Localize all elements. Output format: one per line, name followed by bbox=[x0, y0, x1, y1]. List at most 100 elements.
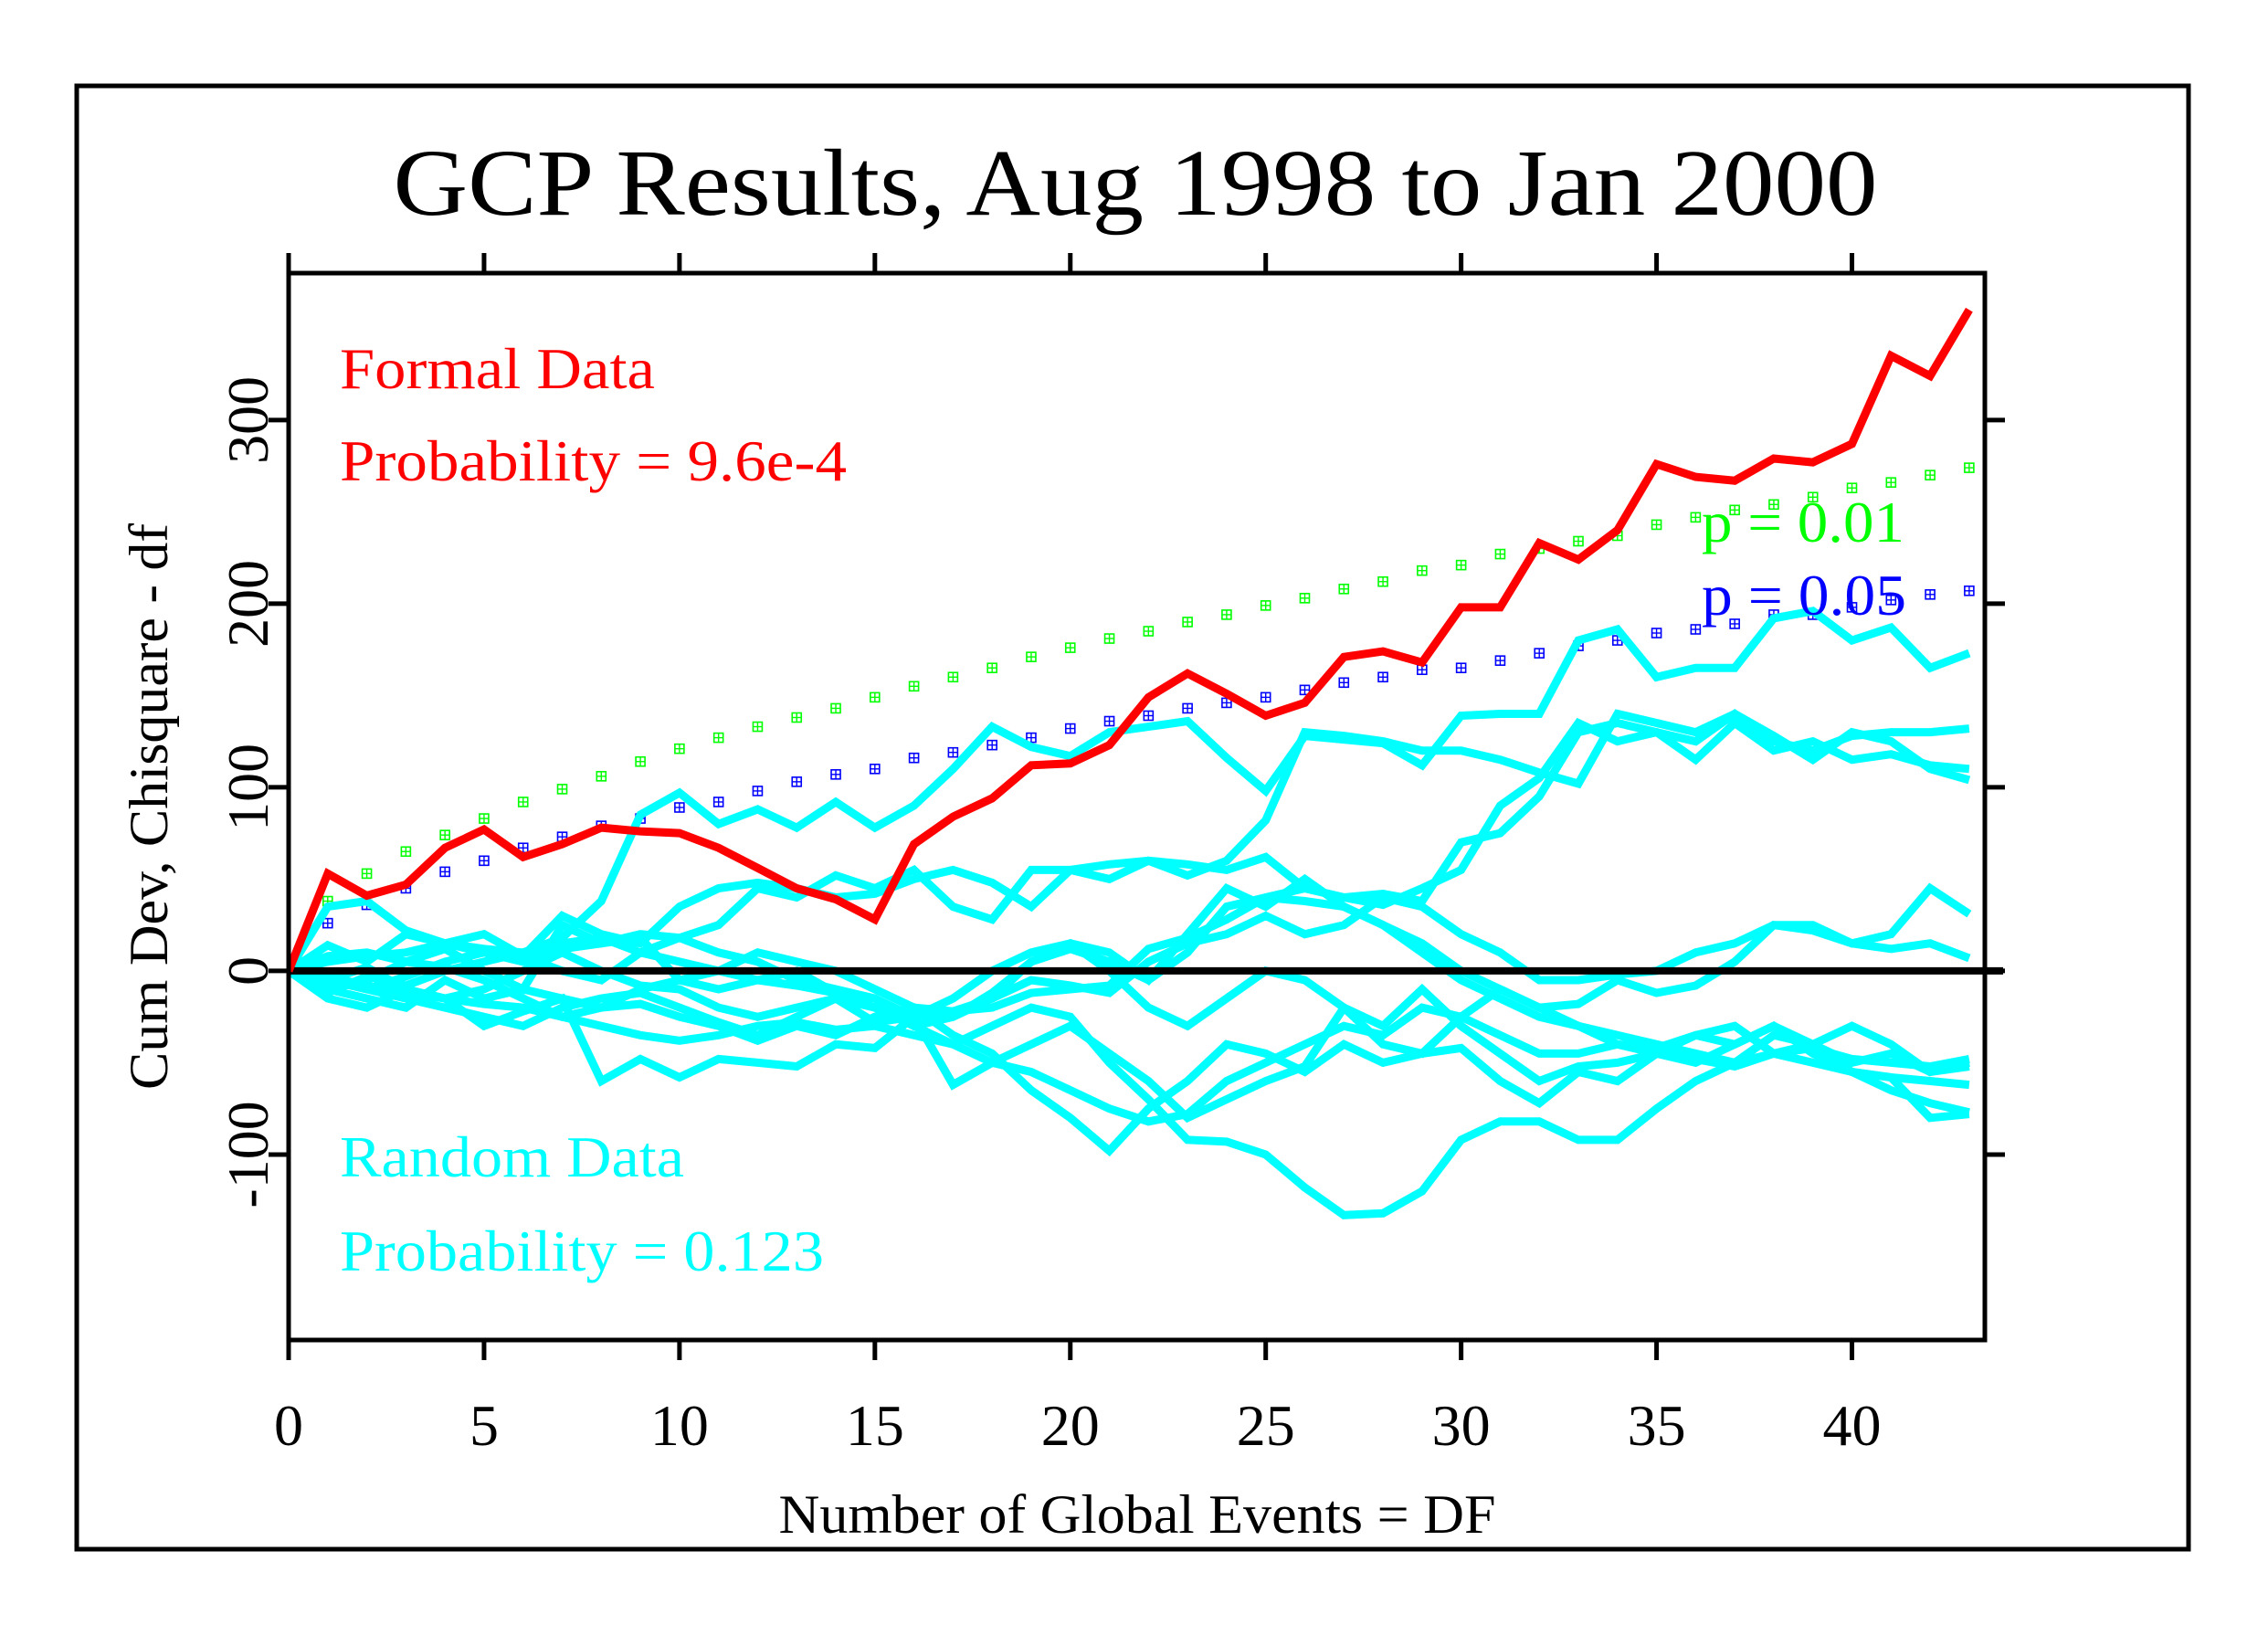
threshold-marker bbox=[870, 691, 881, 703]
threshold-marker bbox=[322, 917, 333, 929]
threshold-marker bbox=[1260, 691, 1271, 703]
threshold-marker bbox=[1964, 462, 1975, 473]
threshold-marker bbox=[556, 784, 568, 795]
threshold-marker bbox=[1768, 499, 1779, 511]
x-tick-label: 0 bbox=[274, 1393, 303, 1458]
threshold-marker bbox=[1299, 593, 1311, 604]
x-tick-label: 15 bbox=[846, 1393, 904, 1458]
p001-label: p = 0.01 bbox=[1702, 490, 1904, 554]
threshold-marker bbox=[830, 769, 841, 780]
threshold-marker bbox=[1729, 504, 1740, 516]
threshold-marker bbox=[986, 739, 997, 751]
threshold-marker bbox=[439, 829, 450, 840]
threshold-marker bbox=[1299, 684, 1311, 696]
chart-title: GCP Results, Aug 1998 to Jan 2000 bbox=[394, 131, 1878, 236]
threshold-marker bbox=[439, 866, 450, 878]
threshold-marker bbox=[830, 702, 841, 714]
threshold-marker bbox=[1651, 519, 1662, 531]
x-tick-label: 20 bbox=[1041, 1393, 1100, 1458]
threshold-marker bbox=[1026, 732, 1037, 744]
threshold-marker bbox=[361, 868, 373, 880]
threshold-marker bbox=[1925, 589, 1936, 600]
threshold-marker bbox=[947, 671, 959, 683]
random-series-line-5 bbox=[289, 873, 1972, 1031]
random-series-line-4 bbox=[289, 709, 1971, 976]
threshold-marker bbox=[1143, 710, 1155, 722]
threshold-marker bbox=[1182, 702, 1193, 714]
y-tick-label: 300 bbox=[216, 376, 280, 464]
threshold-marker bbox=[1143, 626, 1155, 637]
threshold-marker bbox=[1885, 595, 1897, 606]
threshold-marker bbox=[712, 797, 724, 807]
threshold-marker bbox=[1338, 677, 1350, 689]
threshold-marker bbox=[596, 771, 607, 782]
y-tick-label: 200 bbox=[216, 560, 280, 648]
formal-series-line bbox=[289, 307, 1973, 973]
threshold-marker bbox=[1846, 602, 1858, 613]
threshold-marker bbox=[674, 743, 685, 754]
threshold-marker bbox=[1103, 715, 1115, 727]
formal-series-group bbox=[289, 307, 1973, 973]
y-tick-label: 100 bbox=[216, 744, 280, 831]
threshold-marker bbox=[1417, 565, 1428, 576]
threshold-marker bbox=[635, 755, 646, 767]
y-tick-label: 0 bbox=[216, 956, 280, 986]
x-tick-label: 5 bbox=[469, 1393, 499, 1458]
outer-frame bbox=[74, 83, 2191, 1552]
threshold-marker bbox=[908, 681, 920, 692]
threshold-marker bbox=[1690, 624, 1702, 635]
plot-area-frame bbox=[286, 270, 1988, 1343]
random-series-line-11 bbox=[289, 938, 1970, 1090]
y-axis-label: Cum Dev, Chisquare - df bbox=[119, 523, 179, 1090]
formal-probability-label: Probability = 9.6e-4 bbox=[340, 428, 847, 493]
threshold-marker bbox=[1494, 655, 1506, 666]
threshold-marker bbox=[1182, 617, 1193, 628]
y-tick-labels: -100 0 100 200 300 bbox=[216, 376, 280, 1208]
threshold-marker bbox=[1573, 535, 1584, 547]
threshold-marker bbox=[479, 855, 490, 867]
threshold-marker bbox=[1064, 642, 1076, 653]
threshold-marker bbox=[908, 752, 920, 764]
threshold-marker bbox=[479, 813, 490, 824]
formal-data-label: Formal Data bbox=[340, 336, 655, 401]
threshold-marker bbox=[1455, 559, 1467, 571]
threshold-marker bbox=[791, 776, 803, 787]
threshold-marker bbox=[791, 712, 803, 723]
threshold-marker bbox=[1846, 482, 1858, 494]
threshold-marker bbox=[1690, 512, 1702, 523]
p005-label: p = 0.05 bbox=[1702, 563, 1906, 628]
random-series-line-6 bbox=[289, 892, 1971, 1030]
x-tick-labels: 0 5 10 15 20 25 30 35 40 bbox=[274, 1393, 1882, 1458]
threshold-marker bbox=[1925, 470, 1936, 480]
threshold-marker bbox=[1455, 662, 1467, 674]
random-probability-label: Probability = 0.123 bbox=[340, 1219, 824, 1283]
threshold-marker bbox=[1377, 671, 1388, 683]
threshold-marker bbox=[1260, 600, 1271, 611]
x-tick-label: 40 bbox=[1823, 1393, 1882, 1458]
threshold-marker bbox=[1064, 723, 1076, 734]
threshold-marker bbox=[1377, 575, 1388, 587]
y-tick-label: -100 bbox=[216, 1101, 280, 1208]
x-tick-label: 30 bbox=[1432, 1393, 1491, 1458]
threshold-marker bbox=[400, 846, 412, 858]
threshold-marker bbox=[1807, 491, 1819, 503]
threshold-series-p001 bbox=[322, 462, 1975, 907]
threshold-marker bbox=[1103, 633, 1115, 644]
threshold-marker bbox=[752, 786, 764, 797]
threshold-marker bbox=[1494, 548, 1506, 560]
threshold-marker bbox=[870, 763, 881, 775]
random-data-label: Random Data bbox=[340, 1124, 684, 1189]
x-tick-label: 25 bbox=[1237, 1393, 1295, 1458]
threshold-marker bbox=[752, 721, 764, 733]
threshold-marker bbox=[1885, 477, 1897, 488]
threshold-marker bbox=[1964, 585, 1975, 596]
x-axis-label: Number of Global Events = DF bbox=[779, 1484, 1496, 1545]
threshold-marker bbox=[517, 797, 529, 807]
threshold-marker bbox=[947, 746, 959, 758]
threshold-marker bbox=[1729, 618, 1740, 629]
threshold-marker bbox=[712, 732, 724, 744]
threshold-marker bbox=[1338, 583, 1350, 595]
x-tick-label: 35 bbox=[1628, 1393, 1686, 1458]
threshold-marker bbox=[674, 802, 685, 813]
